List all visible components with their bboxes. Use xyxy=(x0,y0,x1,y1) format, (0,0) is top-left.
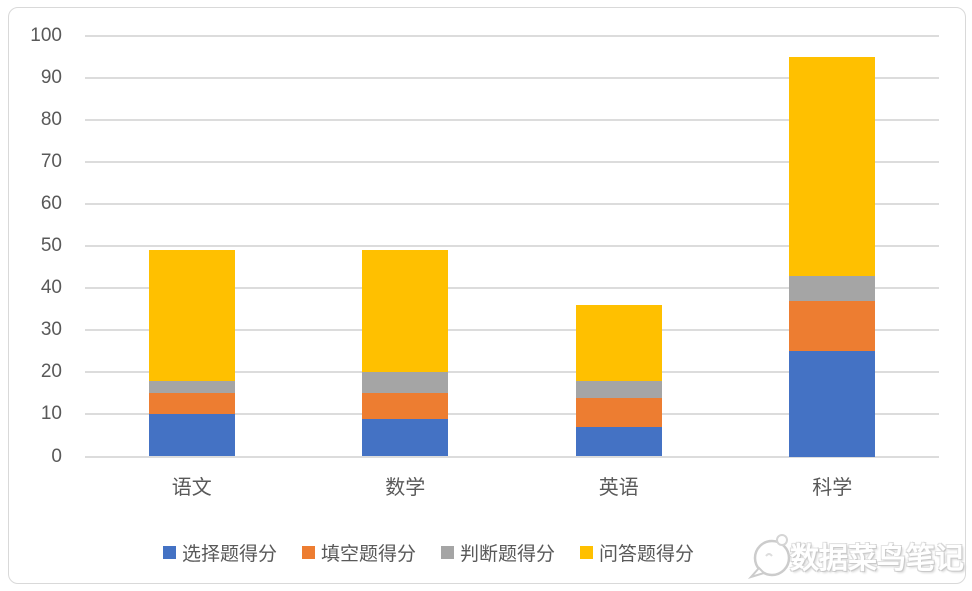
bar-segment-英语-填空题得分 xyxy=(575,397,662,428)
bar-segment-语文-填空题得分 xyxy=(148,393,235,415)
y-axis-tick-label: 30 xyxy=(40,319,62,341)
legend-swatch-icon xyxy=(441,546,455,559)
y-axis-tick-label: 0 xyxy=(51,445,62,467)
gridline-y20 xyxy=(85,371,939,374)
gridline-y30 xyxy=(85,329,939,332)
bar-segment-数学-问答题得分 xyxy=(362,250,449,373)
bar-segment-英语-判断题得分 xyxy=(575,380,662,398)
bar-segment-科学-选择题得分 xyxy=(789,351,876,457)
gridline-y70 xyxy=(85,161,939,164)
legend-label: 判断题得分 xyxy=(460,544,556,565)
legend-item-判断题得分: 判断题得分 xyxy=(441,539,555,566)
y-axis-tick-label: 100 xyxy=(30,25,62,46)
bar-segment-英语-问答题得分 xyxy=(575,305,662,381)
legend-swatch-icon xyxy=(580,546,594,559)
legend-item-选择题得分: 选择题得分 xyxy=(163,539,277,566)
bar-segment-语文-选择题得分 xyxy=(148,414,235,457)
y-axis-tick-label: 50 xyxy=(40,235,62,257)
gridline-y40 xyxy=(85,287,939,290)
x-axis-category-label: 语文 xyxy=(171,477,212,499)
gridline-y80 xyxy=(85,119,939,122)
legend-label: 填空题得分 xyxy=(321,544,417,565)
legend-swatch-icon xyxy=(302,546,316,559)
gridline-y0 xyxy=(85,455,939,458)
x-axis-category-label: 英语 xyxy=(598,477,639,499)
y-axis-tick-label: 10 xyxy=(40,403,62,425)
bar-segment-语文-判断题得分 xyxy=(148,380,235,394)
legend-item-问答题得分: 问答题得分 xyxy=(580,539,694,566)
bar-segment-语文-问答题得分 xyxy=(148,250,235,381)
legend-label: 选择题得分 xyxy=(182,544,278,565)
y-axis-tick-label: 90 xyxy=(40,67,62,89)
bar-segment-数学-选择题得分 xyxy=(362,418,449,457)
y-axis-tick-label: 40 xyxy=(40,277,62,299)
gridline-y50 xyxy=(85,245,939,248)
legend-label: 问答题得分 xyxy=(599,544,695,565)
gridline-y90 xyxy=(85,77,939,80)
y-axis-tick-label: 20 xyxy=(40,361,62,383)
x-axis-category-label: 数学 xyxy=(385,477,426,499)
bar-segment-数学-填空题得分 xyxy=(362,393,449,419)
y-axis-tick-label: 80 xyxy=(40,109,62,131)
x-axis-category-label: 科学 xyxy=(812,477,853,499)
y-axis-tick-label: 60 xyxy=(40,193,62,215)
bar-segment-科学-判断题得分 xyxy=(789,275,876,301)
y-axis-tick-label: 70 xyxy=(40,151,62,173)
legend-item-填空题得分: 填空题得分 xyxy=(302,539,416,566)
bar-segment-英语-选择题得分 xyxy=(575,427,662,457)
watermark: 数据菜鸟笔记 xyxy=(746,528,972,584)
gridline-y60 xyxy=(85,203,939,206)
watermark-text: 数据菜鸟笔记 xyxy=(790,543,965,575)
legend-swatch-icon xyxy=(163,546,176,559)
chart-legend: 选择题得分 填空题得分 判断题得分 问答题得分 xyxy=(163,539,694,566)
bar-segment-数学-判断题得分 xyxy=(362,372,449,394)
gridline-y100 xyxy=(85,35,939,37)
bar-segment-科学-填空题得分 xyxy=(789,300,876,352)
bar-segment-科学-问答题得分 xyxy=(789,57,876,276)
gridline-y10 xyxy=(85,413,939,416)
chat-bubble-icon xyxy=(747,534,791,580)
